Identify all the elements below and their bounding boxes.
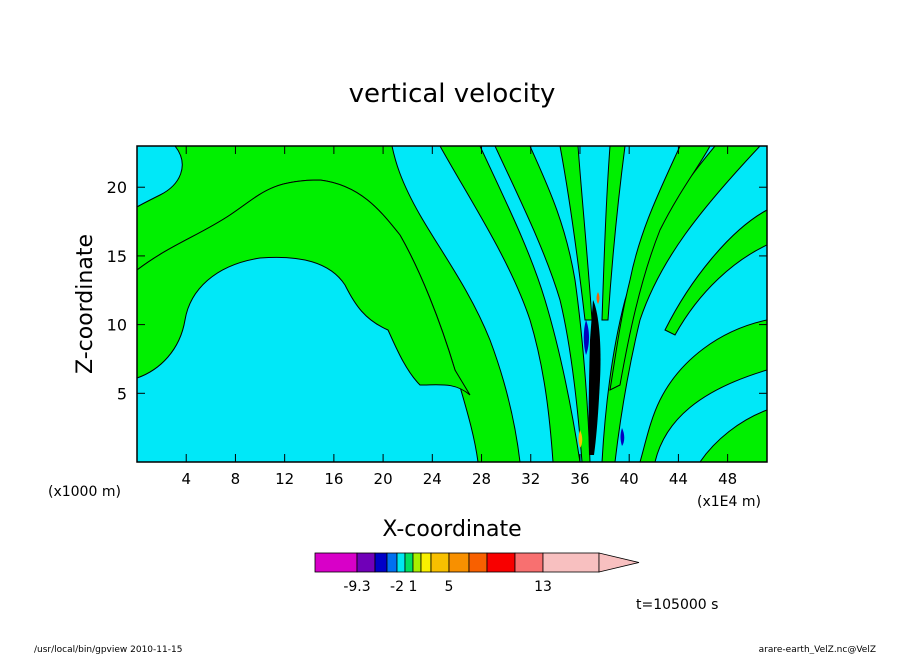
x-tick-label: 44	[669, 470, 688, 488]
x-axis-ticks: 4 8 12 16 20 24 28 32 36 40 44 48	[181, 146, 737, 488]
contour-field	[137, 146, 767, 462]
x-tick-label: 24	[423, 470, 442, 488]
y-tick-label: 10	[107, 316, 127, 335]
colorbar-swatch	[412, 552, 422, 573]
colorbar-tick-label: 5	[445, 579, 454, 595]
x-tick-label: 4	[181, 470, 191, 488]
contour-region	[664, 209, 767, 336]
colorbar-swatch	[396, 552, 406, 573]
footer-left: /usr/local/bin/gpview 2010-11-15	[34, 645, 182, 654]
x-tick-label: 36	[570, 470, 589, 488]
colorbar-swatch	[486, 552, 516, 573]
x-unit-right: (x1E4 m)	[697, 494, 761, 510]
colorbar-swatch	[448, 552, 470, 573]
colorbar-swatch	[356, 552, 376, 573]
contour-region	[639, 319, 767, 462]
x-tick-label: 20	[374, 470, 393, 488]
footer-right: arare-earth_VelZ.nc@VelZ	[759, 645, 876, 654]
time-label: t=105000 s	[636, 597, 718, 613]
x-tick-label: 28	[472, 470, 491, 488]
contour-region	[583, 320, 589, 355]
x-tick-label: 48	[718, 470, 737, 488]
chart-title: vertical velocity	[349, 79, 556, 109]
colorbar-swatch	[542, 552, 600, 573]
colorbar-swatch	[430, 552, 450, 573]
contour-region	[601, 146, 626, 321]
colorbar-extension-arrow	[598, 552, 640, 573]
colorbar-tick-label: 1	[409, 579, 418, 595]
x-tick-label: 40	[620, 470, 639, 488]
contour-region	[588, 300, 601, 455]
x-tick-label: 16	[324, 470, 343, 488]
colorbar-tick-label: -2	[390, 579, 404, 595]
colorbar-tick-label: -9.3	[343, 579, 370, 595]
x-unit-left: (x1000 m)	[48, 484, 121, 500]
colorbar-labels: -9.3 -2 1 5 13	[343, 579, 552, 595]
colorbar-swatch	[468, 552, 488, 573]
contour-region	[609, 146, 711, 391]
plot-frame	[136, 145, 768, 463]
x-tick-label: 8	[231, 470, 241, 488]
x-tick-label: 12	[275, 470, 294, 488]
colorbar-swatch	[514, 552, 544, 573]
colorbar-swatch	[404, 552, 414, 573]
x-axis-label: X-coordinate	[382, 517, 521, 542]
contour-region	[578, 430, 583, 448]
contour-region	[620, 428, 625, 446]
y-axis-label: Z-coordinate	[73, 234, 98, 374]
contour-region	[596, 292, 600, 304]
contour-region	[494, 146, 591, 462]
y-axis-ticks: 5 10 15 20	[107, 178, 767, 403]
y-tick-label: 20	[107, 178, 127, 197]
contour-region	[137, 179, 471, 396]
colorbar	[314, 552, 640, 573]
colorbar-swatch	[386, 552, 398, 573]
colorbar-swatch	[374, 552, 388, 573]
colorbar-tick-label: 13	[534, 579, 552, 595]
colorbar-swatch	[314, 552, 358, 573]
x-tick-label: 32	[521, 470, 540, 488]
contour-region	[439, 146, 581, 462]
y-tick-label: 5	[117, 384, 127, 403]
colorbar-swatch	[420, 552, 432, 573]
y-tick-label: 15	[107, 247, 127, 266]
